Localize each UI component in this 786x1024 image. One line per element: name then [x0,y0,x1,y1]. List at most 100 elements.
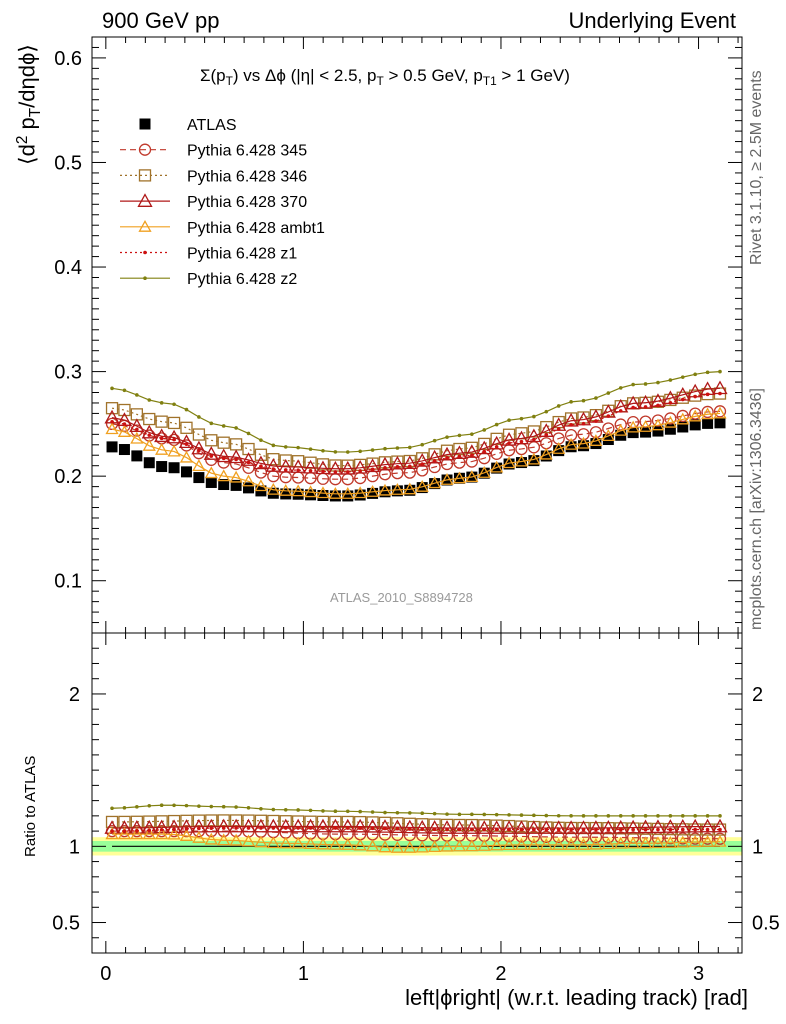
data-point-pythia-6-428-ambt1 [415,479,429,492]
ratio-point-pythia-6-428-ambt1 [130,827,144,840]
ratio-point-pythia-6-428-370 [290,818,306,833]
data-point-pythia-6-428-z1 [507,441,511,445]
ratio-line-pythia-6-428-370 [112,825,720,829]
ratio-point-pythia-6-428-370 [389,819,406,834]
data-point-pythia-6-428-345 [564,428,578,442]
ratio-point-pythia-6-428-ambt1 [638,836,653,849]
data-point-pythia-6-428-ambt1 [328,486,342,499]
header-right-label: Underlying Event [568,8,736,33]
data-point-pythia-6-428-370 [377,456,393,471]
ratio-point-pythia-6-428-370 [662,819,678,833]
ratio-point-pythia-6-428-z2 [383,810,387,815]
ratio-point-pythia-6-428-z2 [718,814,722,818]
data-point-pythia-6-428-z2 [321,448,325,453]
data-point-pythia-6-428-370 [216,448,232,463]
data-point-pythia-6-428-z2 [209,421,214,426]
data-point-pythia-6-428-370 [129,418,145,432]
data-point-pythia-6-428-ambt1 [142,438,156,451]
ratio-point-pythia-6-428-z1 [594,827,598,832]
data-point-pythia-6-428-345 [701,405,714,419]
data-point-pythia-6-428-z1 [197,448,201,453]
ratio-point-pythia-6-428-ambt1 [676,835,690,848]
data-point-pythia-6-428-ambt1 [564,437,578,450]
data-point-pythia-6-428-z2 [680,375,685,379]
ratio-point-pythia-6-428-z2 [370,810,375,814]
ratio-point-pythia-6-428-ambt1 [117,827,132,840]
x-tick-label: 0 [100,963,111,985]
ratio-point-pythia-6-428-z2 [147,804,152,808]
data-point-pythia-6-428-ambt1 [341,487,355,499]
ratio-point-pythia-6-428-ambt1 [378,840,392,853]
data-point-atlas [292,488,304,500]
data-point-pythia-6-428-346 [453,442,466,456]
ratio-point-pythia-6-428-z1 [643,827,648,832]
ratio-point-pythia-6-428-z2 [308,808,313,813]
data-point-pythia-6-428-ambt1 [539,447,553,460]
ratio-point-pythia-6-428-370 [228,818,244,833]
ratio-point-pythia-6-428-ambt1 [179,829,194,841]
ratio-point-pythia-6-428-z1 [507,827,511,832]
data-point-pythia-6-428-370 [265,458,281,472]
data-point-atlas [416,482,428,494]
data-point-pythia-6-428-ambt1 [117,425,132,437]
data-point-pythia-6-428-z1 [482,449,487,454]
ratio-point-pythia-6-428-370 [476,820,492,834]
data-point-pythia-6-428-z2 [693,372,697,377]
ratio-point-pythia-6-428-370 [613,819,629,834]
data-point-pythia-6-428-z1 [370,467,375,472]
data-point-pythia-6-428-z1 [147,433,152,437]
ratio-point-pythia-6-428-ambt1 [614,836,628,849]
ratio-point-pythia-6-428-346 [651,822,665,836]
data-point-pythia-6-428-z2 [656,380,660,385]
ratio-point-pythia-6-428-z1 [569,827,573,832]
legend-marker-pythia-6-428-ambt1 [138,219,152,232]
ratio-point-pythia-6-428-z2 [656,814,660,818]
ratio-point-pythia-6-428-370 [414,819,430,834]
ratio-point-pythia-6-428-370 [501,820,517,834]
ratio-point-pythia-6-428-345 [540,830,553,844]
data-point-pythia-6-428-ambt1 [688,409,702,422]
ratio-point-pythia-6-428-z1 [395,826,400,831]
ratio-point-pythia-6-428-z1 [172,827,176,832]
ratio-point-pythia-6-428-370 [563,820,579,834]
series-line-pythia-6-428-370 [111,387,721,470]
data-point-pythia-6-428-ambt1 [229,470,243,483]
data-point-pythia-6-428-ambt1 [663,415,677,428]
data-point-pythia-6-428-z2 [556,404,561,408]
ratio-line-pythia-6-428-z2 [112,804,720,817]
data-point-pythia-6-428-346 [465,441,478,454]
ratio-point-pythia-6-428-370 [464,820,480,834]
data-point-pythia-6-428-ambt1 [614,423,628,436]
data-point-pythia-6-428-z2 [618,386,623,390]
data-point-pythia-6-428-345 [602,422,615,435]
data-point-pythia-6-428-ambt1 [390,482,405,495]
ratio-point-pythia-6-428-ambt1 [589,837,603,850]
ratio-point-pythia-6-428-z1 [271,826,276,830]
ratio-point-pythia-6-428-370 [216,818,232,833]
ratio-point-pythia-6-428-370 [650,819,666,834]
ratio-point-pythia-6-428-370 [451,820,468,834]
data-point-pythia-6-428-z1 [308,468,313,473]
ratio-point-pythia-6-428-z2 [544,813,549,818]
data-point-pythia-6-428-z2 [246,431,251,436]
ratio-point-pythia-6-428-370 [377,819,393,833]
ratio-point-pythia-6-428-z1 [221,826,226,830]
data-point-pythia-6-428-370 [327,460,343,475]
data-point-pythia-6-428-z2 [532,414,536,419]
ratio-point-pythia-6-428-z2 [519,813,524,817]
ratio-point-pythia-6-428-ambt1 [415,840,429,853]
ratio-point-pythia-6-428-z1 [147,828,152,833]
series-line-pythia-6-428-ambt1 [111,412,721,495]
ratio-point-pythia-6-428-ambt1 [266,836,280,849]
y-tick-label-main: 0.3 [54,362,82,384]
data-point-pythia-6-428-ambt1 [192,459,206,471]
ratio-point-pythia-6-428-z1 [197,826,201,831]
data-point-pythia-6-428-z1 [221,456,226,461]
data-point-atlas [602,434,614,446]
ratio-point-pythia-6-428-z1 [656,827,660,832]
data-point-atlas [106,441,118,453]
ratio-panel-frame [91,632,743,954]
ratio-point-pythia-6-428-z1 [308,826,313,830]
data-point-pythia-6-428-z1 [358,469,362,473]
ratio-point-pythia-6-428-z2 [606,814,611,818]
